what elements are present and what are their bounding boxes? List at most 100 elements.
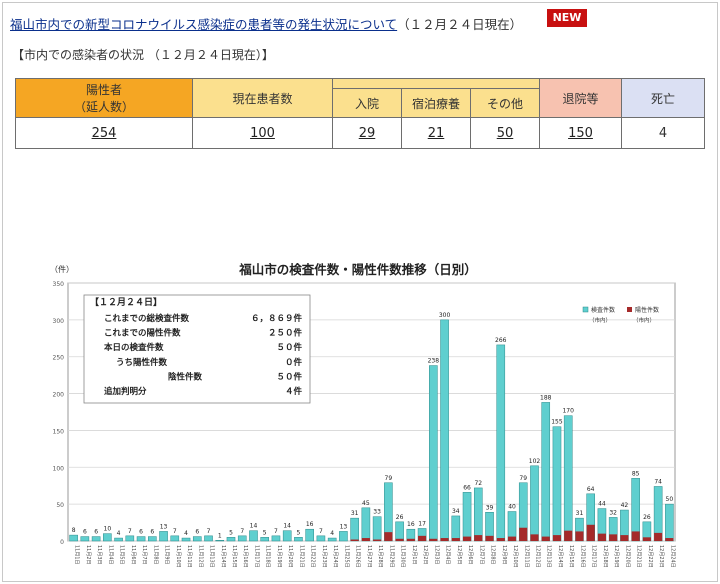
- tests-bar: [429, 365, 438, 542]
- tests-bar: [541, 402, 551, 542]
- x-tick-label: 11月8日: [152, 545, 158, 565]
- legend-sub-positive: （市内）: [633, 316, 655, 324]
- summary-label: 本日の検査件数: [104, 342, 164, 353]
- tests-data-label: 102: [529, 458, 541, 465]
- hospital-value[interactable]: 29: [332, 117, 402, 149]
- tests-bar: [271, 535, 281, 542]
- positive-bar: [597, 533, 606, 541]
- positive-bar: [620, 535, 629, 541]
- x-tick-label: 11月20日: [287, 545, 293, 568]
- tests-data-label: 7: [240, 528, 244, 535]
- x-tick-label: 12月12日: [534, 545, 540, 568]
- tests-data-label: 8: [72, 527, 76, 534]
- tests-bar: [69, 534, 78, 542]
- summary-label: うち陽性件数: [116, 357, 168, 368]
- tests-bar: [237, 535, 247, 542]
- tests-bar: [339, 531, 348, 542]
- hotel-value[interactable]: 21: [401, 117, 471, 149]
- stats-table: 陽性者 （延人数） 現在患者数 退院等 死亡 入院 宿泊療養 その他 254 1…: [15, 78, 705, 149]
- x-tick-label: 12月17日: [591, 545, 597, 568]
- x-tick-label: 12月16日: [579, 545, 585, 568]
- x-tick-label: 12月15日: [568, 545, 574, 568]
- headline-link[interactable]: 福山市内での新型コロナウイルス感染症の患者等の発生状況について: [10, 17, 398, 32]
- positive-bar: [406, 538, 415, 541]
- tests-data-label: 39: [486, 504, 494, 511]
- positive-value[interactable]: 254: [15, 117, 193, 149]
- positive-bar: [496, 538, 505, 541]
- tests-data-label: 26: [643, 514, 651, 521]
- hospital-header: 入院: [332, 88, 402, 118]
- tests-bar: [282, 530, 292, 542]
- x-tick-label: 12月7日: [478, 545, 484, 565]
- legend-sub-tests: （市内）: [589, 316, 611, 324]
- x-tick-label: 12月4日: [445, 545, 451, 565]
- x-tick-label: 11月25日: [343, 545, 349, 568]
- tests-bar: [125, 535, 135, 542]
- x-tick-label: 11月15日: [231, 545, 237, 568]
- death-value: 4: [621, 117, 705, 149]
- positive-bar: [586, 524, 595, 541]
- headline-date: （１２月２４日現在）: [397, 17, 523, 32]
- tests-data-label: 6: [94, 529, 98, 536]
- tests-data-label: 40: [508, 504, 516, 511]
- tests-bar: [395, 521, 404, 542]
- tests-data-label: 44: [598, 501, 606, 508]
- current-header: 現在患者数: [192, 78, 333, 118]
- positive-bar: [541, 536, 550, 541]
- tests-data-label: 7: [319, 528, 323, 535]
- tests-data-label: 5: [229, 529, 233, 536]
- tests-bar: [552, 426, 562, 542]
- positive-bar: [384, 532, 393, 541]
- discharged-value[interactable]: 150: [539, 117, 622, 149]
- x-tick-label: 12月5日: [456, 545, 462, 565]
- positive-header: 陽性者 （延人数）: [15, 78, 193, 118]
- tests-data-label: 85: [632, 470, 640, 477]
- tests-data-label: 7: [274, 528, 278, 535]
- tests-bar: [653, 486, 663, 542]
- positive-bar: [642, 537, 651, 541]
- tests-bar: [305, 528, 314, 542]
- tests-bar: [473, 487, 483, 542]
- tests-bar: [226, 537, 236, 542]
- x-tick-label: 12月24日: [669, 545, 675, 568]
- tests-data-label: 79: [385, 475, 393, 482]
- positive-bar: [609, 534, 618, 541]
- current-value[interactable]: 100: [192, 117, 333, 149]
- x-tick-label: 11月14日: [220, 545, 226, 568]
- tests-bar: [563, 415, 573, 542]
- tests-data-label: 16: [407, 521, 415, 528]
- x-tick-label: 11月12日: [197, 545, 203, 568]
- tests-data-label: 31: [351, 510, 359, 517]
- tests-data-label: 155: [551, 419, 563, 426]
- positive-bar: [530, 534, 539, 541]
- x-tick-label: 12月9日: [501, 545, 507, 565]
- x-tick-label: 12月14日: [557, 545, 563, 568]
- positive-header-line2: （延人数）: [73, 100, 134, 114]
- other-value[interactable]: 50: [470, 117, 540, 149]
- summary-value: ６，８６９件: [251, 313, 303, 324]
- x-tick-label: 12月22日: [647, 545, 653, 568]
- x-tick-label: 11月24日: [332, 545, 338, 568]
- tests-data-label: 16: [306, 521, 314, 528]
- tests-data-label: 72: [474, 480, 482, 487]
- tests-bar: [327, 537, 337, 542]
- tests-data-label: 7: [207, 528, 211, 535]
- summary-label: これまでの総検査件数: [104, 313, 190, 324]
- new-badge: NEW: [547, 9, 587, 27]
- tests-data-label: 238: [428, 358, 440, 365]
- x-tick-label: 11月4日: [107, 545, 113, 565]
- x-tick-label: 11月5日: [119, 545, 125, 565]
- y-tick-label: 100: [53, 465, 65, 472]
- x-tick-label: 11月10日: [175, 545, 181, 568]
- summary-value: ０件: [285, 357, 303, 368]
- tests-data-label: 4: [184, 530, 188, 537]
- positive-bar: [429, 538, 438, 541]
- y-tick-label: 250: [53, 355, 65, 362]
- x-tick-label: 11月2日: [85, 545, 91, 565]
- tests-bar: [249, 530, 258, 542]
- stats-subtitle: 【市内での感染者の状況 （１２月２４日現在）】: [12, 48, 274, 62]
- x-tick-label: 11月17日: [253, 545, 259, 568]
- x-tick-label: 12月20日: [624, 545, 630, 568]
- positive-bar: [418, 535, 427, 541]
- tests-data-label: 34: [452, 508, 460, 515]
